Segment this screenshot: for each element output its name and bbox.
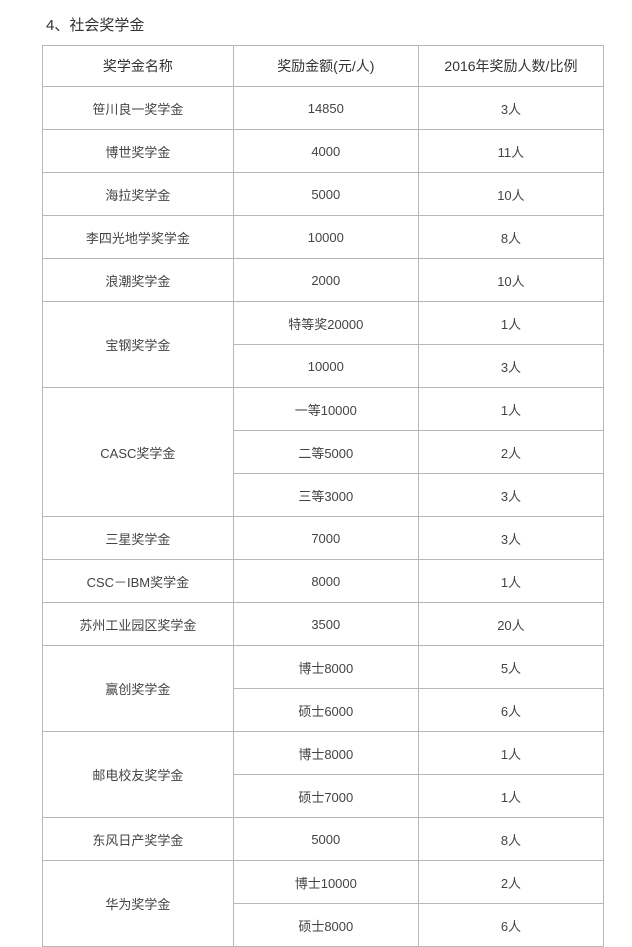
table-row: 三星奖学金70003人 bbox=[43, 517, 604, 560]
table-row: 苏州工业园区奖学金350020人 bbox=[43, 603, 604, 646]
cell-count: 20人 bbox=[418, 603, 603, 646]
table-row: 李四光地学奖学金100008人 bbox=[43, 216, 604, 259]
cell-count: 1人 bbox=[418, 775, 603, 818]
cell-name: CASC奖学金 bbox=[43, 388, 234, 517]
cell-amount: 博士8000 bbox=[233, 646, 418, 689]
table-header-row: 奖学金名称 奖励金额(元/人) 2016年奖励人数/比例 bbox=[43, 46, 604, 87]
cell-amount: 二等5000 bbox=[233, 431, 418, 474]
table-row: 博世奖学金400011人 bbox=[43, 130, 604, 173]
table-row: 笹川良一奖学金148503人 bbox=[43, 87, 604, 130]
cell-amount: 14850 bbox=[233, 87, 418, 130]
cell-name: 博世奖学金 bbox=[43, 130, 234, 173]
cell-amount: 三等3000 bbox=[233, 474, 418, 517]
cell-count: 10人 bbox=[418, 259, 603, 302]
cell-amount: 7000 bbox=[233, 517, 418, 560]
cell-count: 10人 bbox=[418, 173, 603, 216]
cell-name: 三星奖学金 bbox=[43, 517, 234, 560]
cell-amount: 硕士8000 bbox=[233, 904, 418, 947]
table-row: 浪潮奖学金200010人 bbox=[43, 259, 604, 302]
cell-amount: 2000 bbox=[233, 259, 418, 302]
table-row: 海拉奖学金500010人 bbox=[43, 173, 604, 216]
cell-count: 1人 bbox=[418, 560, 603, 603]
cell-count: 3人 bbox=[418, 87, 603, 130]
cell-amount: 10000 bbox=[233, 216, 418, 259]
table-row: 邮电校友奖学金博士80001人 bbox=[43, 732, 604, 775]
table-body: 笹川良一奖学金148503人博世奖学金400011人海拉奖学金500010人李四… bbox=[43, 87, 604, 947]
cell-name: 海拉奖学金 bbox=[43, 173, 234, 216]
section-title: 4、社会奖学金 bbox=[46, 14, 604, 35]
cell-amount: 10000 bbox=[233, 345, 418, 388]
col-header-amount: 奖励金额(元/人) bbox=[233, 46, 418, 87]
cell-count: 5人 bbox=[418, 646, 603, 689]
cell-name: 赢创奖学金 bbox=[43, 646, 234, 732]
cell-amount: 3500 bbox=[233, 603, 418, 646]
scholarship-table: 奖学金名称 奖励金额(元/人) 2016年奖励人数/比例 笹川良一奖学金1485… bbox=[42, 45, 604, 947]
cell-count: 2人 bbox=[418, 861, 603, 904]
cell-count: 3人 bbox=[418, 345, 603, 388]
cell-count: 8人 bbox=[418, 216, 603, 259]
cell-count: 1人 bbox=[418, 732, 603, 775]
cell-count: 3人 bbox=[418, 517, 603, 560]
cell-count: 1人 bbox=[418, 388, 603, 431]
cell-count: 2人 bbox=[418, 431, 603, 474]
cell-name: 浪潮奖学金 bbox=[43, 259, 234, 302]
table-row: 东风日产奖学金50008人 bbox=[43, 818, 604, 861]
cell-name: 华为奖学金 bbox=[43, 861, 234, 947]
cell-amount: 一等10000 bbox=[233, 388, 418, 431]
cell-name: 苏州工业园区奖学金 bbox=[43, 603, 234, 646]
cell-amount: 硕士7000 bbox=[233, 775, 418, 818]
table-row: 宝钢奖学金特等奖200001人 bbox=[43, 302, 604, 345]
table-row: 华为奖学金博士100002人 bbox=[43, 861, 604, 904]
cell-amount: 5000 bbox=[233, 818, 418, 861]
cell-name: 笹川良一奖学金 bbox=[43, 87, 234, 130]
cell-name: 宝钢奖学金 bbox=[43, 302, 234, 388]
cell-amount: 特等奖20000 bbox=[233, 302, 418, 345]
col-header-count: 2016年奖励人数/比例 bbox=[418, 46, 603, 87]
cell-name: 李四光地学奖学金 bbox=[43, 216, 234, 259]
cell-amount: 5000 bbox=[233, 173, 418, 216]
table-row: CASC奖学金一等100001人 bbox=[43, 388, 604, 431]
cell-count: 11人 bbox=[418, 130, 603, 173]
cell-amount: 8000 bbox=[233, 560, 418, 603]
cell-amount: 硕士6000 bbox=[233, 689, 418, 732]
table-row: 赢创奖学金博士80005人 bbox=[43, 646, 604, 689]
cell-count: 6人 bbox=[418, 689, 603, 732]
col-header-name: 奖学金名称 bbox=[43, 46, 234, 87]
cell-count: 8人 bbox=[418, 818, 603, 861]
cell-count: 3人 bbox=[418, 474, 603, 517]
cell-amount: 博士8000 bbox=[233, 732, 418, 775]
cell-count: 1人 bbox=[418, 302, 603, 345]
cell-count: 6人 bbox=[418, 904, 603, 947]
cell-amount: 4000 bbox=[233, 130, 418, 173]
cell-name: CSC－IBM奖学金 bbox=[43, 560, 234, 603]
cell-name: 东风日产奖学金 bbox=[43, 818, 234, 861]
cell-name: 邮电校友奖学金 bbox=[43, 732, 234, 818]
table-row: CSC－IBM奖学金80001人 bbox=[43, 560, 604, 603]
cell-amount: 博士10000 bbox=[233, 861, 418, 904]
